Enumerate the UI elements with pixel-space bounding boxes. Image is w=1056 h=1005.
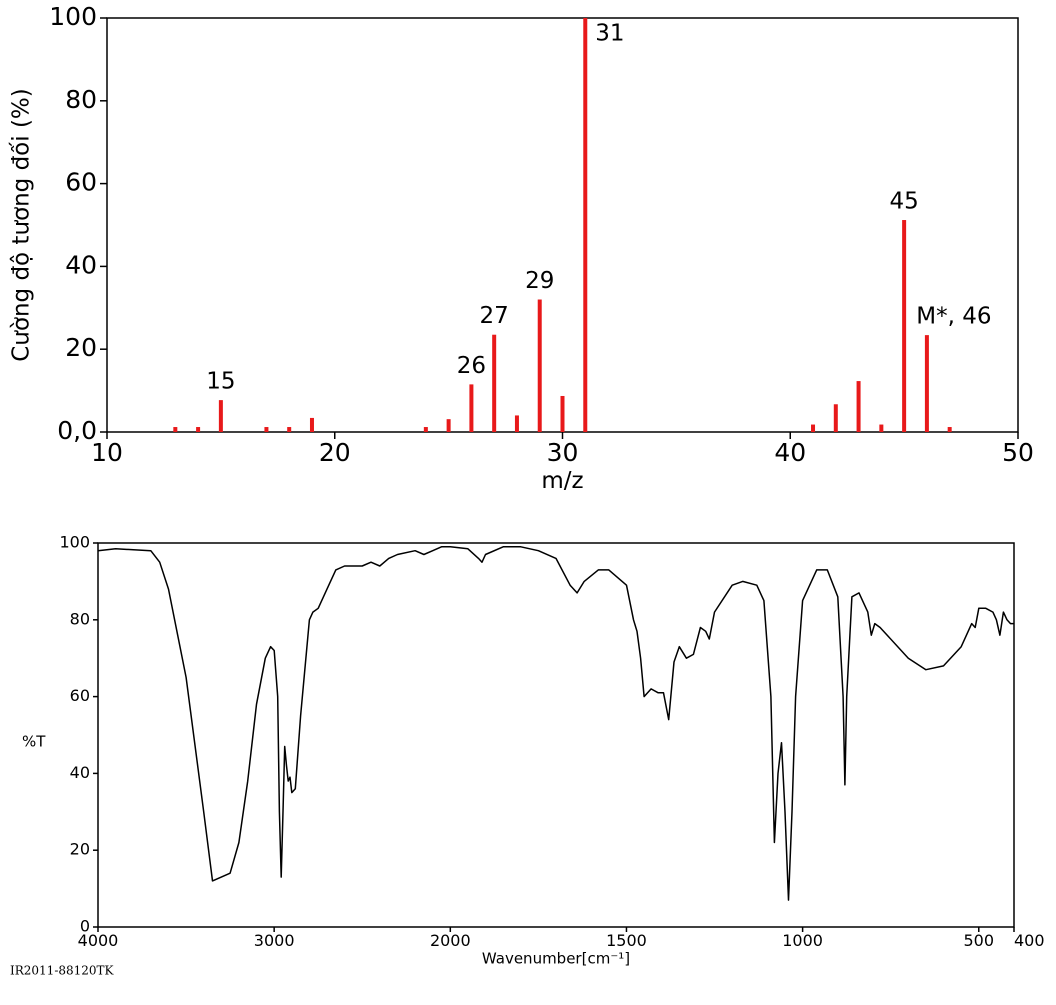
- annotation: M*, 46: [916, 304, 991, 330]
- bar: [264, 427, 269, 432]
- y-tick-label: 20: [65, 333, 97, 362]
- y-tick-label: 80: [70, 609, 90, 628]
- y-tick-label: 0: [80, 917, 90, 936]
- bar: [902, 220, 907, 432]
- annotation: 45: [889, 189, 918, 215]
- bar: [173, 427, 178, 432]
- x-tick-label: 1000: [782, 931, 823, 950]
- bar: [583, 18, 588, 432]
- x-tick-label: 400: [1014, 931, 1045, 950]
- y-tick-label: 0,0: [57, 416, 97, 445]
- bar: [537, 299, 542, 432]
- bar: [469, 384, 474, 432]
- x-tick-label: 2000: [430, 931, 471, 950]
- bar: [856, 381, 861, 432]
- x-axis-label: Wavenumber[cm⁻¹]: [482, 950, 630, 968]
- bar: [833, 404, 838, 432]
- bar: [879, 424, 884, 432]
- bar: [811, 424, 816, 432]
- y-tick-label: 60: [70, 686, 90, 705]
- x-tick-label: 10: [91, 438, 123, 467]
- y-tick-label: 80: [65, 85, 97, 114]
- x-tick-label: 500: [963, 931, 994, 950]
- annotation: 15: [206, 369, 235, 395]
- y-tick-label: 100: [59, 533, 90, 552]
- annotation: 26: [457, 353, 486, 379]
- x-tick-label: 3000: [254, 931, 295, 950]
- bar: [560, 395, 565, 432]
- bar: [218, 400, 223, 432]
- x-tick-label: 40: [774, 438, 806, 467]
- bar: [309, 417, 314, 432]
- x-tick-label: 30: [547, 438, 579, 467]
- y-tick-label: 40: [65, 250, 97, 279]
- bar: [423, 427, 428, 432]
- annotation: 27: [480, 303, 509, 329]
- plot-frame: [106, 17, 1019, 433]
- x-tick-label: 20: [319, 438, 351, 467]
- x-tick-label: 4000: [78, 931, 119, 950]
- x-tick-label: 50: [1002, 438, 1034, 467]
- bar: [924, 335, 929, 432]
- x-axis-label: m/z: [541, 468, 583, 494]
- bar: [492, 334, 497, 432]
- annotation: 31: [595, 21, 624, 47]
- bar: [514, 415, 519, 432]
- bar: [287, 427, 292, 432]
- annotation: 29: [525, 268, 554, 294]
- bar: [947, 427, 952, 432]
- bar: [446, 419, 451, 432]
- y-tick-label: 20: [70, 840, 90, 859]
- footnote: IR2011-88120TK: [10, 964, 115, 978]
- y-tick-label: 100: [49, 2, 97, 31]
- y-tick-label: 60: [65, 168, 97, 197]
- plot-frame: [97, 542, 1015, 928]
- bar: [196, 427, 201, 432]
- y-axis-label: %T: [22, 733, 46, 751]
- y-tick-label: 40: [70, 763, 90, 782]
- spectrum-line: [97, 546, 1014, 901]
- y-axis-label: Cường độ tương đối (%): [9, 88, 35, 362]
- x-tick-label: 1500: [606, 931, 647, 950]
